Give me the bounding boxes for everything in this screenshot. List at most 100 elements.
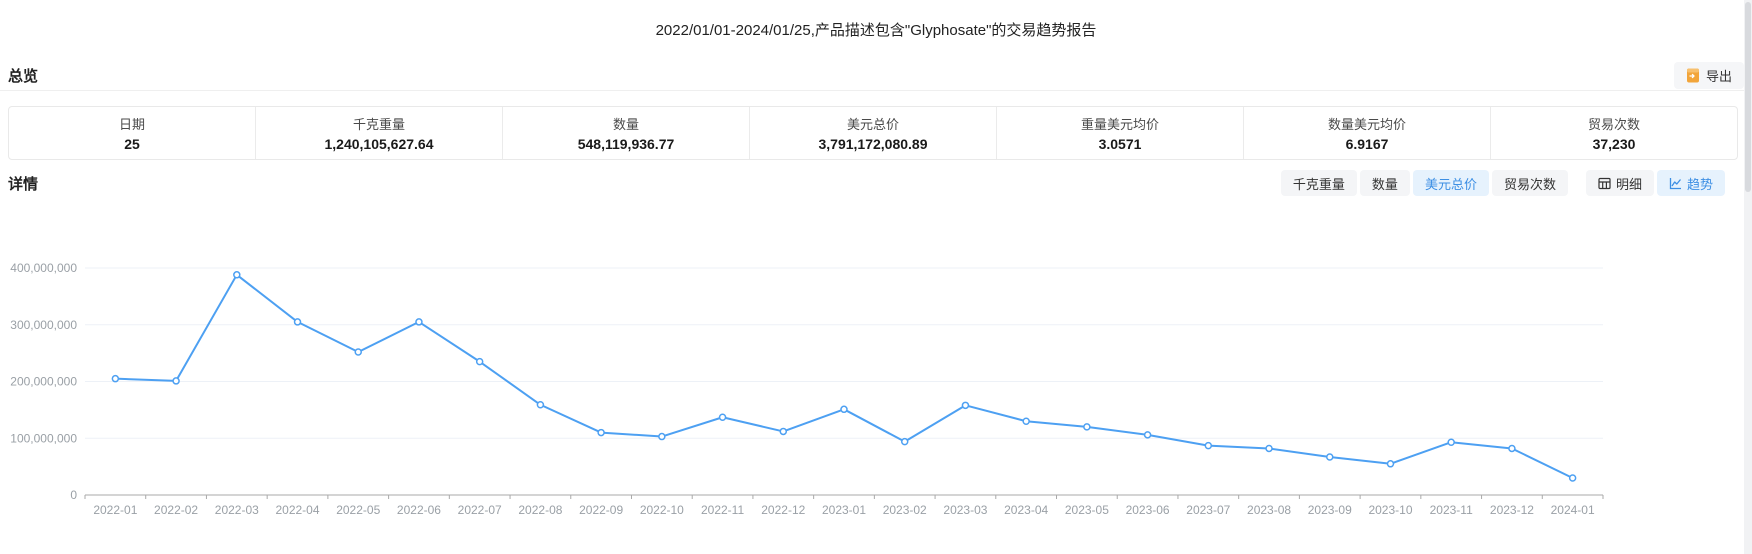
view-tab-trend[interactable]: 趋势 <box>1656 170 1725 196</box>
line-chart-svg[interactable]: 0 100,000,000 200,000,000 300,000,000 400,00… <box>8 230 1748 530</box>
x-axis-label: 2022-06 <box>397 503 441 517</box>
x-axis-label: 2022-10 <box>640 503 684 517</box>
metric-tab-usd-total-price[interactable]: 美元总价 <box>1412 170 1489 196</box>
data-point[interactable] <box>536 401 545 409</box>
data-point[interactable] <box>1386 460 1395 468</box>
x-axis-label: 2023-05 <box>1065 503 1109 517</box>
stat-label: 美元总价 <box>846 117 899 132</box>
stat-trade-count: 贸易次数 37,230 <box>1491 107 1737 159</box>
data-point[interactable] <box>1022 417 1030 425</box>
x-axis-label: 2023-07 <box>1186 503 1230 517</box>
stat-kg-weight: 千克重量 1,240,105,627.64 <box>256 107 503 159</box>
metric-tab-trade-count[interactable]: 贸易次数 <box>1491 170 1568 196</box>
overview-stats-card: 日期 25 千克重量 1,240,105,627.64 数量 548,119,936.77… <box>8 106 1738 160</box>
data-point[interactable] <box>111 374 120 383</box>
stat-label: 贸易次数 <box>1587 117 1640 132</box>
stat-label: 千克重量 <box>352 117 405 132</box>
x-axis-label: 2023-04 <box>1004 503 1048 517</box>
stat-value: 548,119,936.77 <box>577 136 675 152</box>
stat-value: 6.9167 <box>1345 136 1389 152</box>
scrollbar-thumb[interactable] <box>1745 2 1751 192</box>
data-point[interactable] <box>658 432 666 441</box>
data-point[interactable] <box>597 428 605 437</box>
stat-value: 37,230 <box>1592 136 1636 152</box>
data-point[interactable] <box>1083 423 1091 431</box>
data-point[interactable] <box>475 357 484 366</box>
y-axis-label: 0 <box>70 488 77 502</box>
data-point[interactable] <box>779 427 788 436</box>
stat-quantity-usd-avg-price: 数量美元均价 6.9167 <box>1244 107 1491 159</box>
trend-line <box>114 273 1574 479</box>
tab-label: 美元总价 <box>1424 176 1477 192</box>
data-point[interactable] <box>900 437 909 446</box>
x-axis-label: 2022-04 <box>275 503 319 517</box>
x-axis-label: 2022-09 <box>579 503 623 517</box>
x-axis-label: 2022-05 <box>336 503 380 517</box>
overview-heading: 总览 <box>8 67 39 85</box>
tab-label: 趋势 <box>1686 176 1713 192</box>
x-axis-label: 2022-01 <box>93 503 137 517</box>
trend-icon <box>1669 177 1681 189</box>
trend-line-chart[interactable]: 0 100,000,000 200,000,000 300,000,000 400,00… <box>8 230 1748 530</box>
stat-value: 3,791,172,080.89 <box>818 136 928 152</box>
data-point[interactable] <box>233 271 241 279</box>
data-point[interactable] <box>354 348 362 356</box>
overview-header: 总览 导出 <box>8 60 1744 90</box>
data-point[interactable] <box>1204 441 1213 450</box>
stat-quantity: 数量 548,119,936.77 <box>503 107 750 159</box>
data-point[interactable] <box>1326 453 1334 461</box>
metric-tab-kg-weight[interactable]: 千克重量 <box>1280 170 1357 196</box>
x-axis-label: 2022-07 <box>458 503 502 517</box>
stat-label: 数量美元均价 <box>1327 117 1406 132</box>
metric-tab-group: 千克重量 数量 美元总价 贸易次数 <box>1280 170 1568 196</box>
export-button[interactable]: 导出 <box>1673 61 1744 89</box>
chart-toolbar: 千克重量 数量 美元总价 贸易次数 明细 趋势 <box>1280 170 1725 196</box>
metric-tab-quantity[interactable]: 数量 <box>1359 170 1410 196</box>
stat-value: 25 <box>124 136 140 152</box>
x-axis-label: 2023-03 <box>943 503 987 517</box>
stat-label: 日期 <box>118 117 145 132</box>
export-label: 导出 <box>1705 68 1732 84</box>
y-axis-label: 200,000,000 <box>10 375 77 389</box>
x-axis-label: 2022-03 <box>215 503 259 517</box>
y-axis-label: 100,000,000 <box>10 431 77 445</box>
x-axis-label: 2023-06 <box>1126 503 1170 517</box>
page-scrollbar[interactable] <box>1744 0 1752 554</box>
view-tab-group: 明细 趋势 <box>1585 170 1725 196</box>
view-tab-detail[interactable]: 明细 <box>1585 170 1654 196</box>
data-point[interactable] <box>1447 438 1455 446</box>
export-file-icon <box>1686 68 1699 82</box>
data-point[interactable] <box>293 318 302 326</box>
data-point[interactable] <box>1143 431 1152 439</box>
stat-date: 日期 25 <box>9 107 256 159</box>
x-axis-label: 2023-09 <box>1308 503 1352 517</box>
data-point[interactable] <box>415 318 423 326</box>
x-axis-label: 2024-01 <box>1551 503 1595 517</box>
data-point[interactable] <box>1568 474 1577 482</box>
y-axis-label: 400,000,000 <box>10 261 77 275</box>
data-point[interactable] <box>172 377 180 385</box>
x-axis-label: 2023-10 <box>1368 503 1412 517</box>
section-divider <box>0 90 1752 91</box>
tab-label: 数量 <box>1371 176 1398 192</box>
x-axis-label: 2023-01 <box>822 503 866 517</box>
tab-label: 贸易次数 <box>1503 176 1556 192</box>
stat-usd-total-price: 美元总价 3,791,172,080.89 <box>750 107 997 159</box>
stat-label: 重量美元均价 <box>1080 117 1159 132</box>
tab-label: 千克重量 <box>1292 176 1345 192</box>
x-axis-label: 2023-11 <box>1430 503 1473 517</box>
x-axis-label: 2023-12 <box>1490 503 1534 517</box>
data-point[interactable] <box>961 401 970 410</box>
detail-heading: 详情 <box>8 175 39 193</box>
page-title: 2022/01/01-2024/01/25,产品描述包含"Glyphosate"… <box>655 22 1097 39</box>
stat-value: 1,240,105,627.64 <box>324 136 434 152</box>
data-point[interactable] <box>840 405 848 414</box>
tab-label: 明细 <box>1615 176 1642 192</box>
stat-label: 数量 <box>612 117 639 132</box>
stat-weight-usd-avg-price: 重量美元均价 3.0571 <box>997 107 1244 159</box>
x-axis-label: 2023-02 <box>883 503 927 517</box>
data-point[interactable] <box>718 413 727 422</box>
data-point[interactable] <box>1508 444 1516 453</box>
data-point[interactable] <box>1265 444 1273 453</box>
x-axis-label: 2022-11 <box>701 503 744 517</box>
